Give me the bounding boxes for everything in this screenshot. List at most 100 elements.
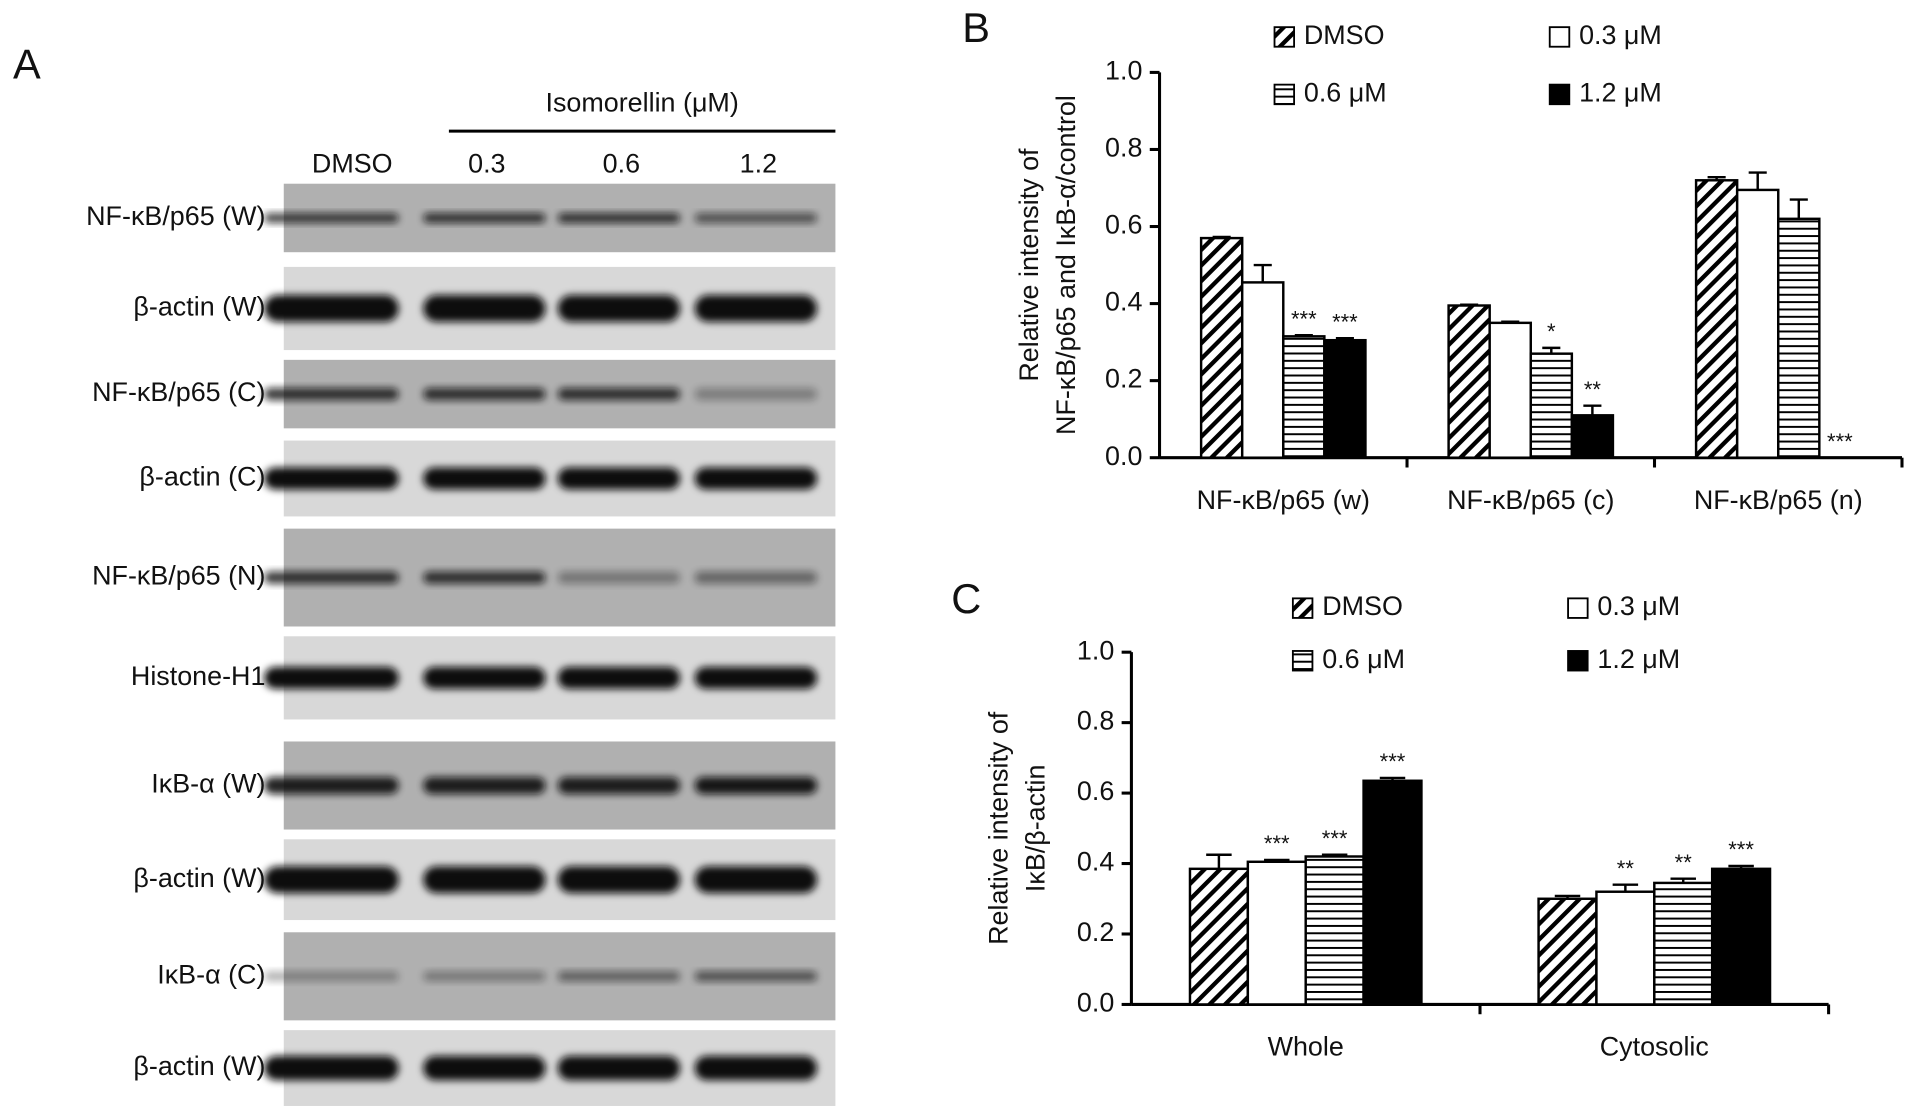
blot-header: Isomorellin (μM) [546, 87, 739, 117]
blot-row-label: IκB-α (C) [157, 959, 265, 989]
error-bar [1212, 235, 1231, 239]
blot-band [557, 666, 681, 689]
error-bar [1460, 303, 1479, 306]
legend-swatch [1548, 26, 1571, 48]
blot-band [557, 295, 681, 322]
legend-label: DMSO [1304, 20, 1385, 50]
blot-band [423, 971, 546, 982]
y-tick-label: 0.8 [1077, 706, 1114, 736]
bar [1246, 860, 1307, 1006]
blot-row-label: NF-κB/p65 (N) [92, 561, 265, 591]
legend-label: 1.2 μM [1579, 78, 1662, 108]
blot-band [423, 295, 546, 322]
bar [1777, 217, 1821, 459]
blot-band [694, 971, 818, 982]
error-bar [1554, 894, 1581, 899]
panel-label: A [13, 41, 41, 88]
blot-band [423, 571, 546, 584]
bar [1447, 304, 1491, 459]
error-bar [1542, 346, 1561, 354]
bar [1240, 281, 1285, 459]
blot-band [694, 213, 818, 223]
blot-row-label: NF-κB/p65 (C) [92, 377, 265, 407]
blot-band [264, 467, 399, 490]
blot-band [423, 387, 546, 401]
y-tick-label: 0.4 [1077, 847, 1114, 877]
blot-band [264, 666, 399, 689]
significance-label: *** [1322, 826, 1348, 851]
bar [1199, 236, 1244, 459]
significance-label: ** [1675, 850, 1693, 875]
blot-row-label: IκB-α (W) [151, 769, 265, 799]
error-bar [1253, 263, 1272, 283]
significance-label: ** [1584, 377, 1602, 402]
y-tick-label: 0.6 [1077, 776, 1114, 806]
lane-label: 0.6 [603, 148, 640, 178]
blot-row-label: NF-κB/p65 (W) [86, 201, 265, 231]
significance-label: *** [1264, 831, 1290, 856]
y-tick-label: 0.6 [1105, 210, 1142, 240]
x-tick-label: Whole [1268, 1032, 1344, 1062]
legend-swatch [1273, 26, 1296, 48]
blot-band [423, 776, 546, 795]
blot-row-label: β-actin (W) [133, 1051, 265, 1081]
x-tick-label: NF-κB/p65 (w) [1197, 485, 1370, 515]
legend-swatch [1567, 650, 1589, 672]
error-bar [1748, 171, 1767, 190]
blot-band [694, 571, 818, 584]
error-bar [1206, 853, 1232, 869]
error-bar [1321, 853, 1348, 857]
error-bar [1335, 337, 1354, 341]
blot-band [423, 666, 546, 689]
blot-band [423, 213, 546, 223]
legend-label: DMSO [1322, 591, 1403, 621]
y-axis-label: IκB/β-actin [1020, 765, 1050, 893]
y-axis-label: Relative intensity of [984, 711, 1014, 945]
bar [1570, 414, 1615, 459]
y-tick-label: 1.0 [1077, 635, 1114, 665]
blot-band [423, 467, 546, 490]
bar [1323, 338, 1367, 459]
legend-label: 0.6 μM [1322, 644, 1405, 674]
blot-band [264, 571, 399, 584]
error-bar [1670, 877, 1696, 883]
bar [1304, 855, 1365, 1006]
legend-label: 0.3 μM [1579, 20, 1662, 50]
y-tick-label: 0.0 [1105, 441, 1142, 471]
error-bar [1294, 333, 1313, 337]
error-bar [1379, 776, 1406, 781]
bar [1537, 897, 1598, 1006]
legend-label: 1.2 μM [1597, 644, 1680, 674]
blot-band [694, 467, 818, 490]
panel-label: C [951, 575, 981, 622]
bar [1735, 188, 1780, 459]
blot-band [557, 387, 681, 401]
error-bar [1707, 175, 1726, 181]
error-bar [1612, 883, 1639, 892]
error-bar [1501, 320, 1520, 323]
blot-band [264, 1055, 399, 1081]
lane-label: DMSO [312, 148, 393, 178]
blot-band [694, 666, 818, 689]
blot-band [694, 866, 818, 894]
blot-band [264, 387, 399, 401]
blot-band [694, 295, 818, 322]
legend-swatch [1548, 83, 1571, 106]
y-axis-label: NF-κB/p65 and IκB-α/control [1051, 95, 1081, 435]
significance-label: *** [1332, 309, 1358, 334]
blot-band [694, 776, 818, 795]
bar [1362, 779, 1423, 1006]
blot-band [264, 971, 399, 982]
bar [1710, 867, 1772, 1006]
legend-swatch [1567, 597, 1589, 619]
blot-row-label: β-actin (C) [139, 462, 265, 492]
blot-band [557, 467, 681, 490]
significance-label: *** [1827, 429, 1853, 454]
blot-band [264, 295, 399, 322]
bar [1595, 890, 1656, 1006]
blot-band [557, 866, 681, 894]
bar [1694, 179, 1739, 459]
lane-label: 0.3 [468, 148, 505, 178]
blot-band [264, 776, 399, 795]
